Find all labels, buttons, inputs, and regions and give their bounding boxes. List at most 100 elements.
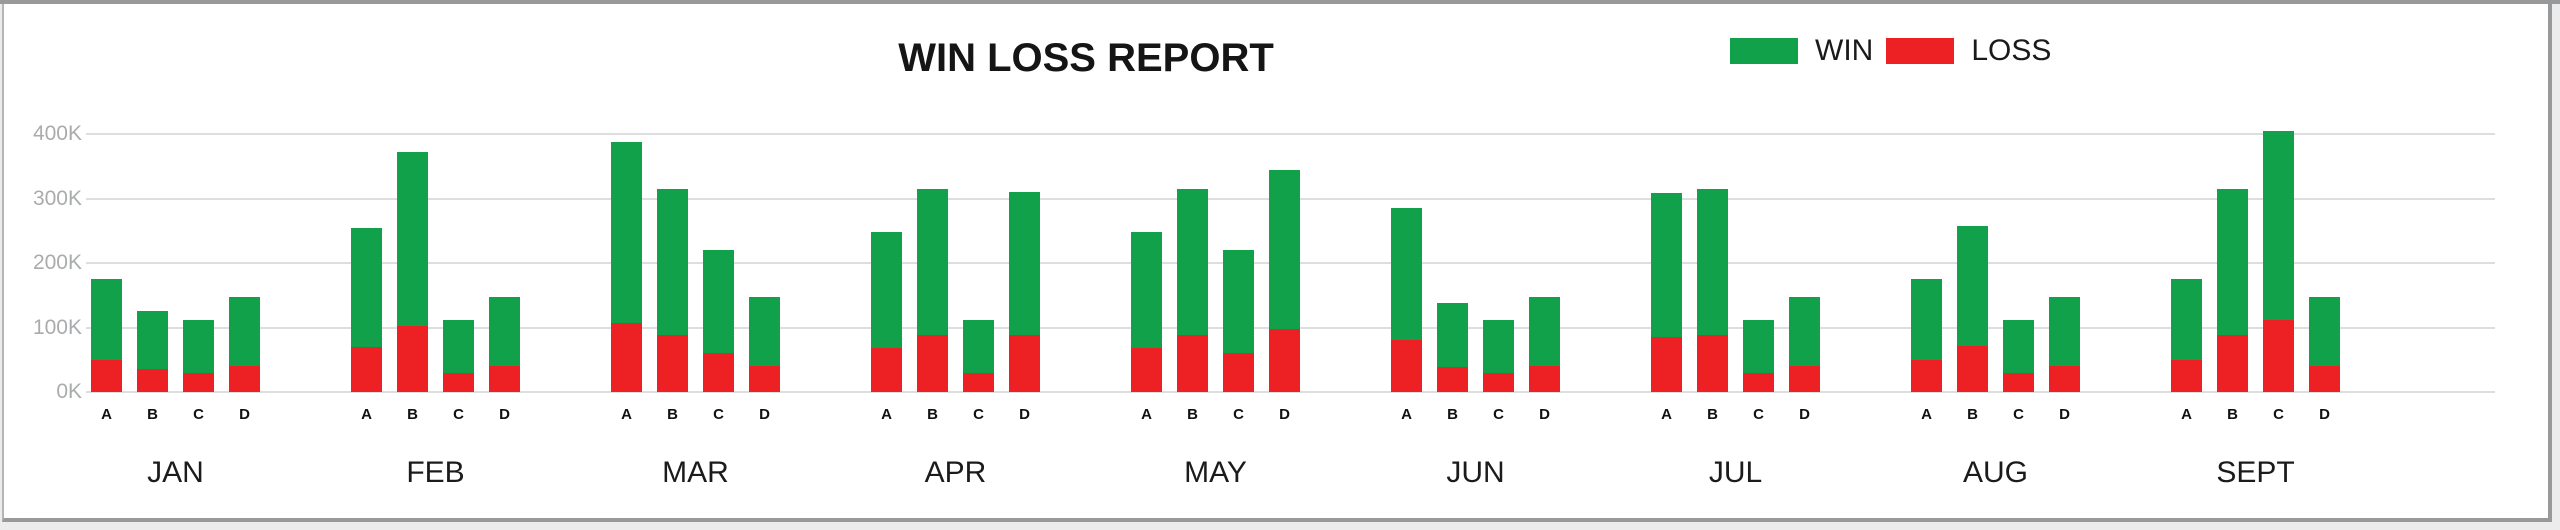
bar-feb-d[interactable] <box>489 297 520 392</box>
bar-jan-a[interactable] <box>91 279 122 392</box>
loss-segment[interactable] <box>703 353 734 392</box>
bar-aug-c[interactable] <box>2003 320 2034 392</box>
win-segment[interactable] <box>1391 208 1422 340</box>
win-segment[interactable] <box>963 320 994 373</box>
loss-segment[interactable] <box>397 326 428 392</box>
bar-jan-d[interactable] <box>229 297 260 392</box>
win-segment[interactable] <box>657 189 688 335</box>
loss-segment[interactable] <box>1743 373 1774 392</box>
win-segment[interactable] <box>2171 279 2202 360</box>
bar-jan-b[interactable] <box>137 311 168 392</box>
loss-segment[interactable] <box>1789 366 1820 392</box>
bar-jul-b[interactable] <box>1697 189 1728 392</box>
win-segment[interactable] <box>183 320 214 373</box>
bar-may-c[interactable] <box>1223 250 1254 392</box>
bar-sept-b[interactable] <box>2217 189 2248 392</box>
bar-mar-d[interactable] <box>749 297 780 392</box>
win-segment[interactable] <box>1269 170 1300 329</box>
loss-segment[interactable] <box>871 348 902 392</box>
bar-mar-b[interactable] <box>657 189 688 392</box>
win-segment[interactable] <box>1009 192 1040 335</box>
win-segment[interactable] <box>703 250 734 353</box>
loss-segment[interactable] <box>1269 329 1300 392</box>
win-segment[interactable] <box>1483 320 1514 373</box>
bar-sept-d[interactable] <box>2309 297 2340 392</box>
win-segment[interactable] <box>871 232 902 348</box>
loss-segment[interactable] <box>1529 366 1560 392</box>
loss-segment[interactable] <box>749 366 780 392</box>
bar-apr-c[interactable] <box>963 320 994 392</box>
win-segment[interactable] <box>1651 193 1682 337</box>
loss-segment[interactable] <box>1483 373 1514 392</box>
win-segment[interactable] <box>489 297 520 366</box>
bar-apr-b[interactable] <box>917 189 948 392</box>
bar-sept-a[interactable] <box>2171 279 2202 392</box>
bar-feb-a[interactable] <box>351 228 382 392</box>
bar-may-d[interactable] <box>1269 170 1300 392</box>
loss-segment[interactable] <box>2309 366 2340 392</box>
loss-segment[interactable] <box>1437 367 1468 392</box>
bar-jun-b[interactable] <box>1437 303 1468 392</box>
legend-item-win[interactable]: WIN <box>1730 34 1873 68</box>
loss-segment[interactable] <box>2263 320 2294 392</box>
win-segment[interactable] <box>1911 279 1942 360</box>
loss-segment[interactable] <box>1697 335 1728 392</box>
loss-segment[interactable] <box>1223 353 1254 392</box>
bar-jul-c[interactable] <box>1743 320 1774 392</box>
bar-sept-c[interactable] <box>2263 131 2294 392</box>
loss-segment[interactable] <box>917 335 948 392</box>
loss-segment[interactable] <box>2217 335 2248 392</box>
win-segment[interactable] <box>2217 189 2248 335</box>
bar-aug-b[interactable] <box>1957 226 1988 392</box>
bar-jun-c[interactable] <box>1483 320 1514 392</box>
win-segment[interactable] <box>611 142 642 323</box>
bar-aug-d[interactable] <box>2049 297 2080 392</box>
win-segment[interactable] <box>397 152 428 326</box>
bar-apr-a[interactable] <box>871 232 902 392</box>
win-segment[interactable] <box>1743 320 1774 373</box>
win-segment[interactable] <box>443 320 474 373</box>
loss-segment[interactable] <box>229 366 260 392</box>
loss-segment[interactable] <box>91 360 122 392</box>
loss-segment[interactable] <box>183 373 214 392</box>
bar-mar-c[interactable] <box>703 250 734 392</box>
loss-segment[interactable] <box>657 335 688 392</box>
win-segment[interactable] <box>91 279 122 360</box>
loss-segment[interactable] <box>1131 348 1162 392</box>
win-segment[interactable] <box>1223 250 1254 353</box>
bar-jul-a[interactable] <box>1651 193 1682 392</box>
loss-segment[interactable] <box>2049 366 2080 392</box>
bar-jan-c[interactable] <box>183 320 214 392</box>
win-segment[interactable] <box>2049 297 2080 366</box>
loss-segment[interactable] <box>2003 373 2034 392</box>
loss-segment[interactable] <box>137 369 168 392</box>
bar-jun-d[interactable] <box>1529 297 1560 392</box>
bar-apr-d[interactable] <box>1009 192 1040 392</box>
loss-segment[interactable] <box>489 366 520 392</box>
bar-may-b[interactable] <box>1177 189 1208 392</box>
bar-jun-a[interactable] <box>1391 208 1422 392</box>
win-segment[interactable] <box>229 297 260 366</box>
bar-jul-d[interactable] <box>1789 297 1820 392</box>
win-segment[interactable] <box>1131 232 1162 348</box>
win-segment[interactable] <box>2263 131 2294 320</box>
win-segment[interactable] <box>2309 297 2340 366</box>
win-segment[interactable] <box>2003 320 2034 373</box>
loss-segment[interactable] <box>2171 360 2202 392</box>
loss-segment[interactable] <box>1177 335 1208 392</box>
win-segment[interactable] <box>351 228 382 347</box>
loss-segment[interactable] <box>1911 360 1942 392</box>
win-segment[interactable] <box>749 297 780 366</box>
loss-segment[interactable] <box>1009 335 1040 392</box>
win-segment[interactable] <box>1529 297 1560 366</box>
bar-may-a[interactable] <box>1131 232 1162 392</box>
win-segment[interactable] <box>1177 189 1208 335</box>
win-segment[interactable] <box>1437 303 1468 367</box>
loss-segment[interactable] <box>351 347 382 392</box>
loss-segment[interactable] <box>1391 340 1422 392</box>
legend-item-loss[interactable]: LOSS <box>1886 34 2051 68</box>
win-segment[interactable] <box>1697 189 1728 335</box>
win-segment[interactable] <box>1789 297 1820 366</box>
win-segment[interactable] <box>917 189 948 335</box>
bar-feb-b[interactable] <box>397 152 428 392</box>
